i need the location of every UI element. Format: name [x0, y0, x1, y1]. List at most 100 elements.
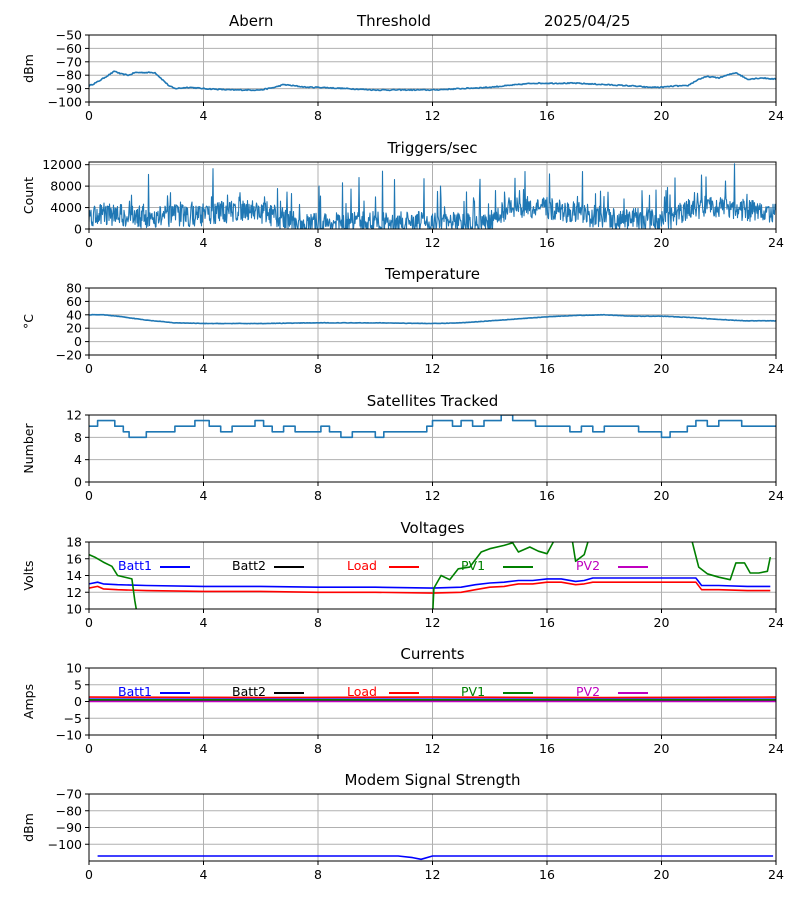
chart-modem: 0 4 8 12 16 20 24 −100 −90 −80−70 Modem Signal Str…: [21, 771, 784, 882]
y-tick-label: 10: [66, 661, 82, 676]
x-tick-label: 0: [85, 741, 93, 756]
series-line-pv1: [432, 542, 589, 609]
x-tick-label: 16: [539, 867, 555, 882]
x-tick-label: 12: [425, 867, 441, 882]
series-line-triggers: [89, 163, 776, 229]
x-tick-label: 0: [85, 108, 93, 123]
y-tick-label: −100: [48, 837, 82, 852]
chart-title: Modem Signal Strength: [345, 771, 521, 789]
y-tick-label: −100: [48, 95, 82, 110]
y-tick-label: 12: [66, 408, 82, 423]
x-tick-label: 4: [200, 615, 208, 630]
chart-title: Triggers/sec: [387, 139, 478, 157]
y-tick-label: 0: [74, 222, 82, 237]
plot-area: [89, 70, 776, 92]
x-tick-label: 8: [314, 108, 322, 123]
x-tick-label: 20: [654, 488, 670, 503]
report-date: 2025/04/25: [544, 12, 631, 30]
y-tick-label: −70: [56, 787, 82, 802]
x-tick-label: 16: [539, 741, 555, 756]
x-tick-label: 0: [85, 361, 93, 376]
x-tick-label: 16: [539, 235, 555, 250]
plot-area: [89, 542, 772, 609]
plot-area: [89, 696, 776, 703]
x-tick-label: 0: [85, 867, 93, 882]
chart-title: Currents: [400, 645, 464, 663]
legend-label-batt2: Batt2: [232, 684, 266, 699]
y-tick-label: −20: [56, 348, 82, 363]
legend-label-batt1: Batt1: [118, 684, 152, 699]
station-name: Abern: [229, 12, 274, 30]
series-line-pv1: [691, 542, 772, 581]
y-axis-label: Count: [21, 177, 36, 214]
x-tick-label: 8: [314, 741, 322, 756]
y-axis-label: °C: [21, 314, 36, 329]
x-tick-label: 4: [200, 488, 208, 503]
y-tick-label: 60: [66, 294, 82, 309]
x-tick-label: 20: [654, 741, 670, 756]
x-tick-label: 4: [200, 108, 208, 123]
y-tick-label: 12000: [42, 157, 82, 172]
y-axis-label: Amps: [21, 684, 36, 719]
series-line-batt1: [89, 577, 771, 589]
x-tick-label: 24: [768, 235, 784, 250]
series-line-pv1: [89, 553, 138, 609]
x-tick-label: 12: [425, 235, 441, 250]
x-tick-label: 16: [539, 108, 555, 123]
x-tick-label: 20: [654, 235, 670, 250]
plot-area: [97, 855, 774, 861]
y-tick-label: 0: [74, 694, 82, 709]
legend-label-pv1: PV1: [461, 558, 485, 573]
x-tick-label: 20: [654, 361, 670, 376]
trigger-mode: Threshold: [357, 12, 431, 30]
x-tick-label: 8: [314, 615, 322, 630]
series-line-load: [89, 581, 771, 594]
y-tick-label: 40: [66, 307, 82, 322]
y-tick-label: 5: [74, 677, 82, 692]
x-tick-label: 4: [200, 361, 208, 376]
x-tick-label: 12: [425, 488, 441, 503]
y-axis-label: dBm: [21, 54, 36, 83]
y-tick-label: −70: [56, 54, 82, 69]
x-tick-label: 12: [425, 108, 441, 123]
x-tick-label: 16: [539, 488, 555, 503]
y-axis-label: Volts: [21, 560, 36, 590]
y-tick-label: 4000: [50, 200, 82, 215]
y-tick-label: 20: [66, 321, 82, 336]
legend-label-load: Load: [347, 684, 377, 699]
y-tick-label: 16: [66, 551, 82, 566]
x-tick-label: 24: [768, 108, 784, 123]
legend-label-pv2: PV2: [576, 558, 600, 573]
chart-title: Satellites Tracked: [367, 392, 498, 410]
x-tick-label: 12: [425, 741, 441, 756]
y-tick-label: 0: [74, 334, 82, 349]
series-line-modem: [97, 855, 774, 861]
y-tick-label: −50: [56, 28, 82, 43]
x-tick-label: 24: [768, 488, 784, 503]
x-tick-label: 20: [654, 615, 670, 630]
chart-satellites: 0 4 8 12 16 20 24 0 4 8 12 Satellites Tracked Number: [21, 392, 784, 503]
y-tick-label: −60: [56, 41, 82, 56]
y-tick-label: 18: [66, 535, 82, 550]
chart-triggers: 0 4 8 12 16 20 24 0 4000 8000 12000 Triggers/sec Cou…: [21, 139, 784, 250]
x-tick-label: 12: [425, 615, 441, 630]
x-tick-label: 0: [85, 615, 93, 630]
y-tick-label: 8: [74, 430, 82, 445]
x-tick-label: 4: [200, 867, 208, 882]
x-tick-label: 20: [654, 867, 670, 882]
y-tick-label: −10: [56, 728, 82, 743]
x-tick-label: 8: [314, 867, 322, 882]
chart-title: Voltages: [400, 519, 464, 537]
x-tick-label: 20: [654, 108, 670, 123]
x-tick-label: 8: [314, 488, 322, 503]
x-tick-label: 16: [539, 615, 555, 630]
y-axis-label: Number: [21, 423, 36, 474]
plot-area: [89, 313, 776, 325]
x-tick-label: 12: [425, 361, 441, 376]
chart-title: Temperature: [384, 265, 480, 283]
legend-label-pv2: PV2: [576, 684, 600, 699]
x-tick-label: 8: [314, 235, 322, 250]
